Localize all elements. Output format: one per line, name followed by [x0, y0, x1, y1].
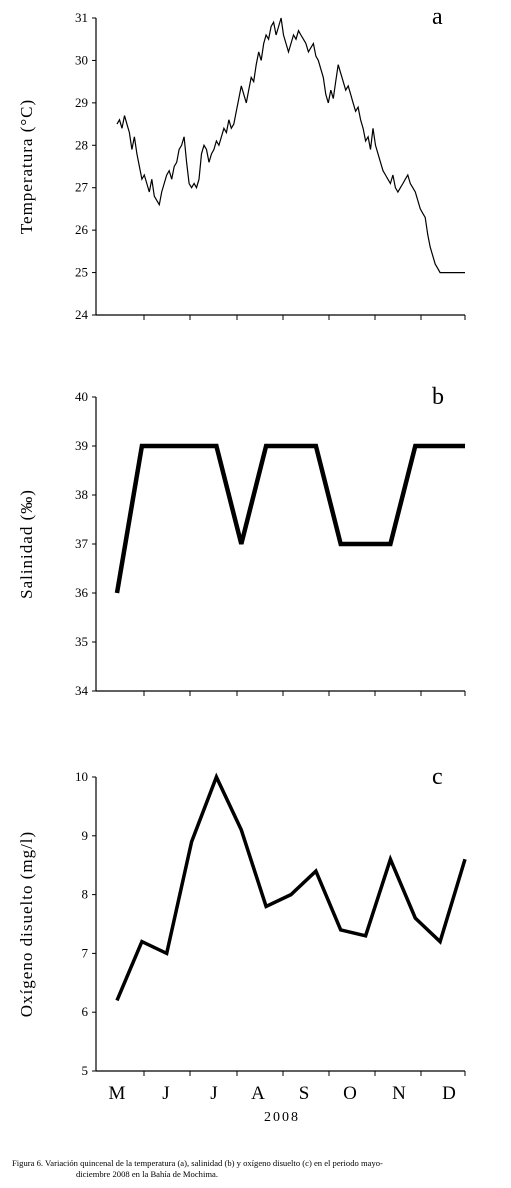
y-tick-label: 25 — [75, 265, 88, 280]
x-tick-label: J — [162, 1083, 169, 1104]
x-tick-label: N — [392, 1083, 406, 1104]
x-axis-label: 2008 — [264, 1110, 300, 1125]
panel-b: 34 35 36 37 38 39 40 Salinidad (‰) b — [17, 384, 466, 698]
x-tick-label: J — [210, 1083, 217, 1104]
y-tick-label: 40 — [75, 389, 88, 404]
y-tick-label: 30 — [75, 52, 88, 67]
x-tick-label: A — [251, 1083, 265, 1104]
caption-line-1: Figura 6. Variación quincenal de la temp… — [12, 1158, 383, 1168]
y-tick-label: 38 — [75, 487, 88, 502]
panel-a: 24 25 26 27 28 29 30 31 Temperatura (°C) a — [17, 4, 466, 322]
y-tick-label: 31 — [75, 10, 88, 25]
y-axis-label: Temperatura (°C) — [17, 99, 36, 234]
panel-letter: b — [432, 384, 444, 410]
y-tick-label: 37 — [75, 536, 89, 551]
y-tick-label: 26 — [75, 222, 89, 237]
y-axis-label: Salinidad (‰) — [17, 489, 36, 599]
y-tick-label: 28 — [75, 137, 88, 152]
y-tick-label: 5 — [82, 1063, 89, 1078]
panel-letter: a — [432, 4, 443, 30]
y-tick-label: 9 — [82, 828, 89, 843]
series-line — [116, 17, 465, 274]
y-tick-label: 29 — [75, 95, 88, 110]
y-tick-label: 10 — [75, 769, 88, 784]
y-tick-label: 34 — [75, 683, 89, 698]
y-tick-label: 7 — [82, 945, 89, 960]
panel-c: 5 6 7 8 9 10 Oxígeno disuelto (mg/l) c M J J A S O N D 2… — [17, 764, 467, 1125]
caption-line-2: diciembre 2008 en la Bahía de Mochima. — [76, 1169, 218, 1179]
panel-letter: c — [432, 764, 443, 790]
y-tick-label: 8 — [82, 887, 89, 902]
x-tick-label: O — [343, 1083, 357, 1104]
y-tick-label: 36 — [75, 585, 89, 600]
y-tick-label: 6 — [82, 1004, 89, 1019]
series-line — [114, 443, 465, 594]
y-tick-label: 24 — [75, 307, 89, 322]
y-tick-label: 39 — [75, 438, 88, 453]
x-tick-label: D — [442, 1083, 456, 1104]
y-tick-label: 35 — [75, 634, 88, 649]
y-tick-label: 27 — [75, 180, 89, 195]
y-axis-label: Oxígeno disuelto (mg/l) — [17, 831, 36, 1017]
series-line — [115, 772, 467, 1002]
figure-caption: Figura 6. Variación quincenal de la temp… — [12, 1158, 502, 1180]
x-tick-label: M — [109, 1083, 126, 1104]
x-tick-label: S — [299, 1083, 310, 1104]
